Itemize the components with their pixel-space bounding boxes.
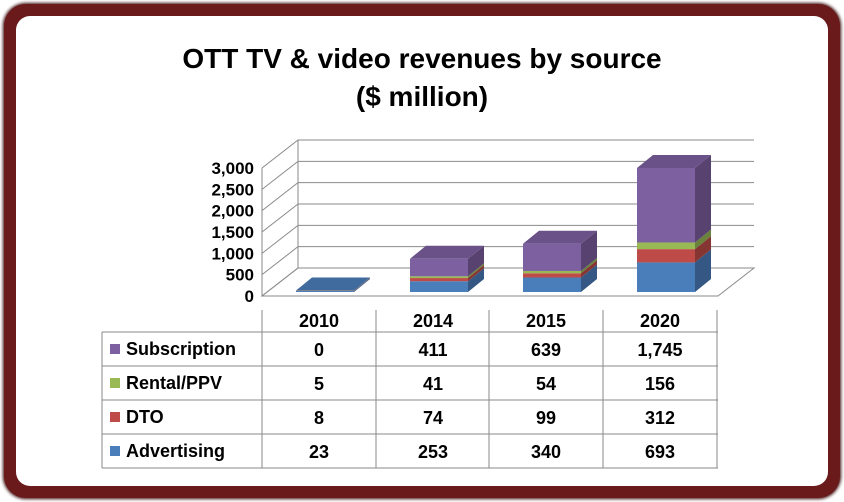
data-label: 340 [531,442,561,462]
bar-top [410,245,484,259]
data-label: 8 [314,408,324,428]
data-label: 156 [645,374,675,394]
legend-key [110,446,120,456]
chart-panel: 3,000 2,500 2,000 1,500 1,000 500 0 2010 2014 201… [16,16,828,486]
bar-front [410,278,468,282]
data-label: 74 [423,408,443,428]
bar-side [354,278,370,292]
data-label: 411 [418,340,447,360]
y-tick-label: 500 [226,266,254,285]
chart-title: OTT TV & video revenues by source ($ mil… [16,40,828,116]
y-tick-label: 2,000 [211,202,254,221]
data-label: 54 [536,374,556,394]
data-label: 0 [314,340,324,360]
data-label: 23 [309,442,329,462]
data-label: 1,745 [637,340,682,360]
bar-side [695,229,711,250]
x-tick-label: 2010 [299,311,339,331]
bar-front [410,276,468,279]
bar-side [468,265,484,282]
legend-label: Advertising [126,441,225,461]
legend-key [110,412,120,422]
x-tick-label: 2014 [413,311,453,331]
legend-label: Subscription [126,339,236,359]
bar-front [637,262,695,292]
bar-front [410,258,468,277]
bar-front [637,242,695,250]
legend-label: Rental/PPV [126,373,222,393]
bar-side [468,263,484,279]
chart-title-line-2: ($ million) [355,81,489,112]
bar-side [581,260,597,278]
bar-front [523,243,581,271]
data-label: 253 [418,442,448,462]
bar-front [523,270,581,274]
y-tick-label: 1,500 [211,223,254,242]
bar-side [354,277,370,292]
legend-label: DTO [126,407,164,427]
data-label: 693 [645,442,675,462]
chart-title-line-1: OTT TV & video revenues by source [182,43,662,74]
x-tick-label: 2015 [526,311,566,331]
bar-side [468,245,484,277]
data-label: 5 [314,374,324,394]
y-tick-label: 3,000 [211,159,254,178]
bar-side [695,236,711,263]
data-label: 41 [423,374,443,394]
data-label: 99 [536,408,556,428]
chart-plot: 3,000 2,500 2,000 1,500 1,000 500 0 2010 2014 201… [101,139,756,469]
data-label: 639 [531,340,561,360]
bar-front [637,168,695,243]
bar-front [637,249,695,263]
bar-side [581,257,597,274]
bar-front [523,273,581,278]
bar-side [581,264,597,292]
legend-key [110,344,120,354]
bar-front [523,277,581,292]
bar-front [296,291,354,292]
bar-top [637,155,711,169]
y-tick-label: 1,000 [211,244,254,263]
bar-side [468,268,484,292]
x-tick-label: 2020 [640,311,680,331]
bar-top [296,277,370,291]
bar-side [354,277,370,291]
chart-frame: 3,000 2,500 2,000 1,500 1,000 500 0 2010 2014 201… [4,4,840,498]
bar-side [581,230,597,271]
bar-top [523,230,597,244]
bar-side [695,249,711,292]
y-tick-label: 0 [245,287,254,306]
bar-side [695,155,711,243]
legend-key [110,378,120,388]
y-tick-label: 2,500 [211,180,254,199]
bar-front [410,281,468,292]
data-label: 312 [645,408,675,428]
